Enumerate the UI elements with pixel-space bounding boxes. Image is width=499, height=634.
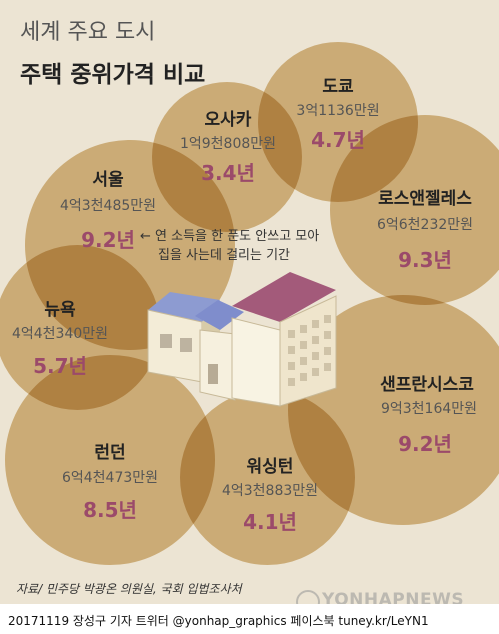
tower-front <box>232 318 280 406</box>
title-line2: 주택 중위가격 비교 <box>20 55 205 89</box>
city-price: 4억3천485만원 <box>50 195 166 215</box>
city-price: 4억3천883만원 <box>210 480 330 500</box>
city-years: 5.7년 <box>27 350 93 379</box>
city-price: 1억9천808만원 <box>170 133 286 153</box>
city-years: 4.7년 <box>305 124 371 153</box>
city-years: 9.2년 <box>392 428 458 457</box>
city-name: 도쿄 <box>310 72 366 97</box>
note-line2: 집을 사는데 걸리는 기간 <box>158 244 290 263</box>
city-years: 9.3년 <box>392 244 458 273</box>
small-house-window <box>160 334 172 348</box>
footer-credits: 20171119 장성구 기자 트위터 @yonhap_graphics 페이스… <box>8 612 429 629</box>
city-years: 3.4년 <box>195 157 261 186</box>
city-price: 6억6천232만원 <box>362 214 488 234</box>
city-name: 워싱턴 <box>235 452 305 477</box>
circle-washington <box>180 390 355 565</box>
city-price: 6억4천473만원 <box>52 467 168 487</box>
small-house-wall <box>148 310 202 382</box>
city-price: 9억3천164만원 <box>366 398 492 418</box>
note-line1: ← 연 소득을 한 푼도 안쓰고 모아 <box>140 225 319 244</box>
mid-house-door <box>208 364 218 384</box>
title-line1: 세계 주요 도시 <box>20 14 155 46</box>
city-name: 뉴욕 <box>30 295 90 320</box>
small-house-window <box>180 338 192 352</box>
city-years: 8.5년 <box>77 494 143 523</box>
city-name: 오사카 <box>190 105 266 130</box>
city-name: 서울 <box>78 165 138 190</box>
city-price: 3억1136만원 <box>288 100 388 120</box>
city-years: 9.2년 <box>75 224 141 253</box>
city-name: 샌프란시스코 <box>362 370 492 395</box>
infographic-panel: 세계 주요 도시 주택 중위가격 비교 오사카 1억9천808만원 3.4년 도… <box>0 0 499 604</box>
houses-illustration <box>140 260 340 410</box>
city-years: 4.1년 <box>237 506 303 535</box>
footer: 20171119 장성구 기자 트위터 @yonhap_graphics 페이스… <box>0 604 499 634</box>
source-note: 자료/ 민주당 박광온 의원실, 국회 입법조사처 <box>16 580 242 597</box>
city-price: 4억4천340만원 <box>2 323 118 343</box>
city-name: 런던 <box>80 438 140 463</box>
city-name: 로스앤젤레스 <box>360 184 490 209</box>
